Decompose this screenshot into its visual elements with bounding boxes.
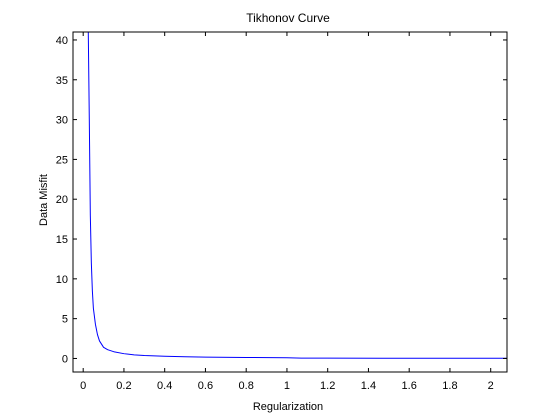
x-tick-label: 0 xyxy=(80,380,86,392)
y-tick-label: 40 xyxy=(56,35,68,47)
y-tick-label: 25 xyxy=(56,154,68,166)
series-line-0 xyxy=(87,32,507,359)
y-tick-label: 30 xyxy=(56,115,68,127)
y-tick-label: 15 xyxy=(56,234,68,246)
x-axis-label: Regularization xyxy=(253,401,323,413)
x-tick-label: 0.4 xyxy=(157,380,172,392)
y-tick-label: 5 xyxy=(62,314,68,326)
x-tick-label: 1.8 xyxy=(442,380,457,392)
chart-title: Tikhonov Curve xyxy=(246,11,330,25)
y-tick-label: 10 xyxy=(56,274,68,286)
y-axis-label: Data Misfit xyxy=(38,174,50,226)
x-tick-label: 1 xyxy=(284,380,290,392)
plot-area: 0 0.2 0.4 0.6 0.8 1 1.2 1.4 1.6 1.8 20510152025303… xyxy=(56,31,508,392)
x-tick-label: 0.8 xyxy=(239,380,254,392)
plot-frame xyxy=(72,31,508,373)
x-tick-label: 0.6 xyxy=(198,380,213,392)
x-tick-label: 1.2 xyxy=(320,380,335,392)
x-tick-label: 0.2 xyxy=(116,380,131,392)
x-tick-label: 1.4 xyxy=(361,380,376,392)
y-tick-label: 20 xyxy=(56,194,68,206)
x-tick-label: 1.6 xyxy=(402,380,417,392)
y-tick-label: 0 xyxy=(62,353,68,365)
x-tick-label: 2 xyxy=(488,380,494,392)
y-tick-label: 35 xyxy=(56,75,68,87)
